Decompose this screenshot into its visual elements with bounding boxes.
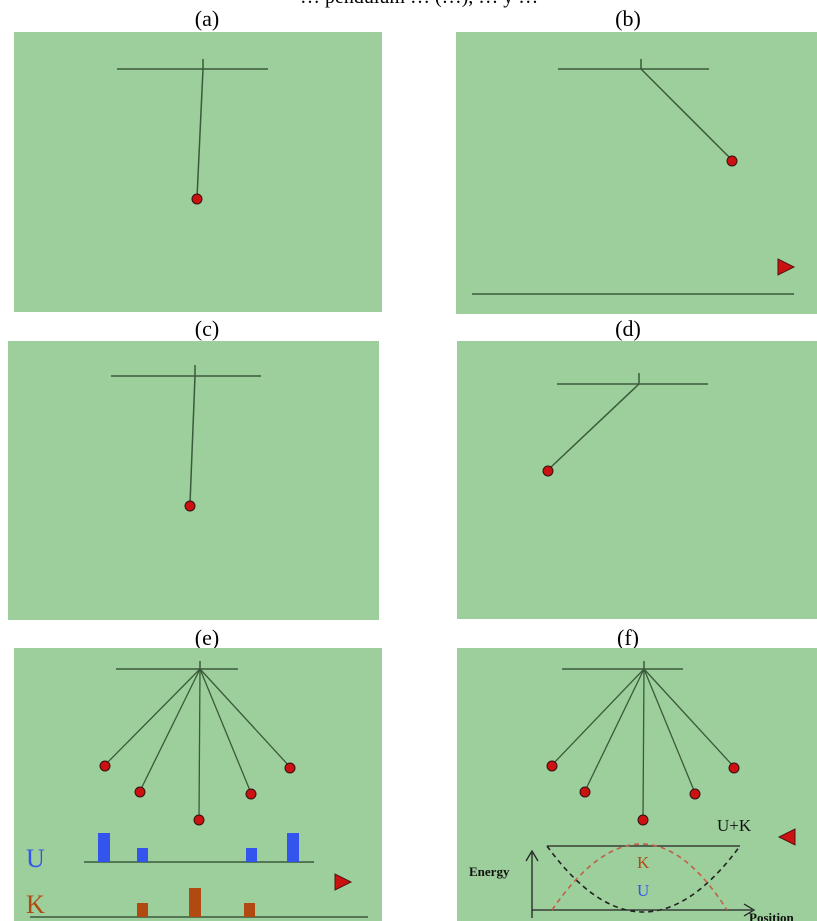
pendulum-string [640,68,732,160]
pendulum-string-2 [584,668,645,792]
pendulum-string-5 [643,668,735,768]
pendulum-bob-2 [579,786,591,798]
y-axis-arrow [525,849,539,862]
pendulum-string-1 [104,668,201,766]
potential-bar-1 [98,833,110,862]
pendulum-bob-1 [99,760,111,772]
potential-bar-4 [246,848,257,862]
pendulum-string-4 [199,668,252,794]
panel-d [457,341,817,619]
pendulum-string-2 [139,668,201,792]
reverse-arrow-icon[interactable] [777,828,796,846]
pendulum-bob-1 [546,760,558,772]
pendulum-string-3 [198,668,201,819]
play-arrow-icon[interactable] [777,258,796,276]
kinetic-curve [551,843,728,911]
pendulum-string [549,383,640,469]
panel-label-b: (b) [615,6,641,31]
pendulum-bob-2 [134,786,146,798]
pendulum-bob [542,465,554,477]
pendulum-string-3 [642,668,645,819]
panel-a [14,32,382,312]
kinetic-bar-3 [189,888,201,917]
pendulum-bob-5 [284,762,296,774]
pendulum-bob [184,500,196,512]
header-fragment: … pendulum … (…), … y … [300,0,538,9]
pendulum-bob-5 [728,762,740,774]
panel-label-f: (f) [617,625,639,650]
pendulum-f: Energy Position U+K K U [469,661,796,921]
pendulum-bob [191,193,203,205]
kinetic-bar-2 [137,903,148,917]
potential-letter: U [26,844,45,873]
pendulum-e: U K [26,661,368,919]
panel-c [8,341,379,620]
kinetic-curve-label: K [637,853,650,872]
pendulum-b [472,59,796,295]
pendulum-c [111,365,261,512]
pendulum-string-4 [643,668,696,794]
pendulum-bob-3 [193,814,205,826]
potential-curve-label: U [637,881,649,900]
panel-label-d: (d) [615,316,641,341]
pendulum-bob-3 [637,814,649,826]
panel-b [456,32,817,314]
x-axis-label: Position [749,910,795,921]
panel-f: Energy Position U+K K U [457,648,817,921]
kinetic-bar-4 [244,903,255,917]
pendulum-a [117,59,268,205]
total-energy-label: U+K [717,816,752,835]
play-arrow-icon[interactable] [334,873,353,891]
potential-curve [546,845,741,913]
y-axis-label: Energy [469,864,510,879]
potential-bar-5 [287,833,299,862]
pendulum-string-1 [551,668,645,766]
pendulum-d [542,373,708,477]
pendulum-bob [726,155,738,167]
panel-e: U K [14,648,382,921]
pendulum-string-5 [199,668,291,768]
pendulum-string [189,375,196,505]
potential-bar-2 [137,848,148,862]
kinetic-letter: K [26,890,45,919]
panel-label-e: (e) [194,625,220,650]
pendulum-bob-4 [245,788,257,800]
pendulum-bob-4 [689,788,701,800]
panel-label-c: (c) [194,316,220,341]
pendulum-string [196,68,204,199]
x-axis-arrow [743,903,756,917]
panel-label-a: (a) [194,6,220,31]
